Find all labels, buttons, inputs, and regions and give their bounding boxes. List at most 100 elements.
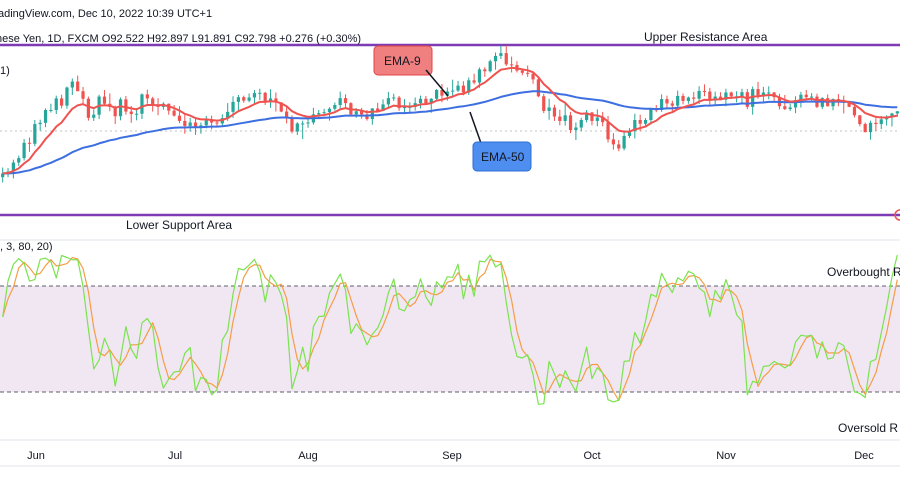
candle [702, 84, 707, 97]
candle [242, 95, 246, 103]
candle [172, 105, 176, 117]
candle-body [585, 112, 589, 120]
candle-body [193, 122, 198, 128]
candle-body [183, 120, 187, 126]
candle-body [285, 111, 289, 118]
candle [333, 102, 337, 111]
candle [863, 122, 867, 133]
candle [38, 119, 42, 131]
candle-body [86, 98, 90, 118]
candle-body [306, 122, 310, 124]
candle-body [756, 89, 760, 96]
candle [60, 94, 64, 109]
candle-body [17, 158, 21, 163]
candle [563, 103, 567, 126]
candle [510, 56, 514, 73]
candle-body [681, 95, 685, 101]
candle [33, 120, 37, 147]
candle [622, 130, 626, 151]
candle-body [118, 99, 123, 117]
candle [611, 133, 615, 150]
candle-body [531, 73, 535, 80]
stoch-d-line [2, 257, 898, 402]
candle [793, 96, 798, 114]
candle-body [890, 113, 894, 118]
candle-body [317, 113, 321, 115]
candle-body [676, 95, 680, 106]
candle-body [751, 89, 755, 107]
candle-body [38, 122, 42, 125]
candle-body [263, 92, 267, 102]
candle-body [43, 110, 48, 123]
candle-body [542, 96, 546, 111]
candle [676, 90, 680, 109]
candle [65, 86, 69, 109]
candle-body [402, 106, 407, 109]
candle [810, 93, 814, 102]
candle-body [606, 122, 610, 140]
candle [338, 91, 342, 110]
candle-body [333, 105, 337, 109]
candle-body [343, 98, 348, 104]
candle-body [622, 135, 626, 149]
candle [670, 100, 674, 112]
candle [392, 93, 396, 101]
candle [868, 120, 873, 140]
candle [858, 115, 862, 127]
candle-body [686, 97, 690, 101]
candle-body [242, 97, 246, 101]
candle-body [290, 117, 294, 132]
candle [767, 86, 771, 100]
header-source: TradingView.com, Dec 10, 2022 10:39 UTC+… [0, 8, 212, 20]
candle [177, 106, 182, 124]
candle-body [145, 94, 149, 99]
candle [418, 95, 423, 109]
candle [515, 61, 519, 73]
candle-body [27, 142, 32, 144]
candle [842, 95, 846, 114]
candle [108, 93, 112, 112]
candle-body [435, 90, 439, 99]
candle-body [708, 91, 712, 101]
candle [17, 155, 21, 166]
candle-body [376, 108, 380, 111]
candle [472, 73, 476, 85]
candle [665, 95, 669, 109]
candle [788, 103, 792, 111]
candle-body [874, 122, 878, 125]
candle-body [429, 98, 433, 104]
candle [547, 98, 551, 120]
candle-body [761, 92, 765, 96]
ema9-callout-box [373, 45, 433, 76]
candle-body [767, 92, 771, 94]
candle-body [295, 123, 299, 132]
candle-body [568, 115, 573, 130]
candle [258, 88, 262, 100]
candle-body [365, 114, 369, 120]
candle [102, 90, 107, 106]
candle-body [247, 97, 251, 101]
candle [27, 137, 32, 152]
stoch-overbought-oversold-band [0, 286, 900, 392]
candle-body [493, 55, 498, 62]
candle-body [472, 80, 476, 83]
candle-body [574, 127, 578, 130]
candle [451, 79, 455, 98]
candle-body [33, 124, 37, 144]
candle [579, 117, 583, 132]
candle-body [76, 81, 80, 92]
candle-body [579, 120, 583, 128]
candle-body [649, 109, 653, 120]
candle [268, 89, 273, 108]
candle-body [151, 98, 155, 105]
candle [552, 104, 557, 121]
candle-body [793, 100, 798, 108]
candle-body [847, 101, 851, 107]
candle-body [231, 101, 235, 112]
candle [252, 90, 257, 105]
candle-body [172, 110, 176, 116]
ema50-callout-pointer [469, 111, 483, 147]
candle [804, 90, 808, 100]
